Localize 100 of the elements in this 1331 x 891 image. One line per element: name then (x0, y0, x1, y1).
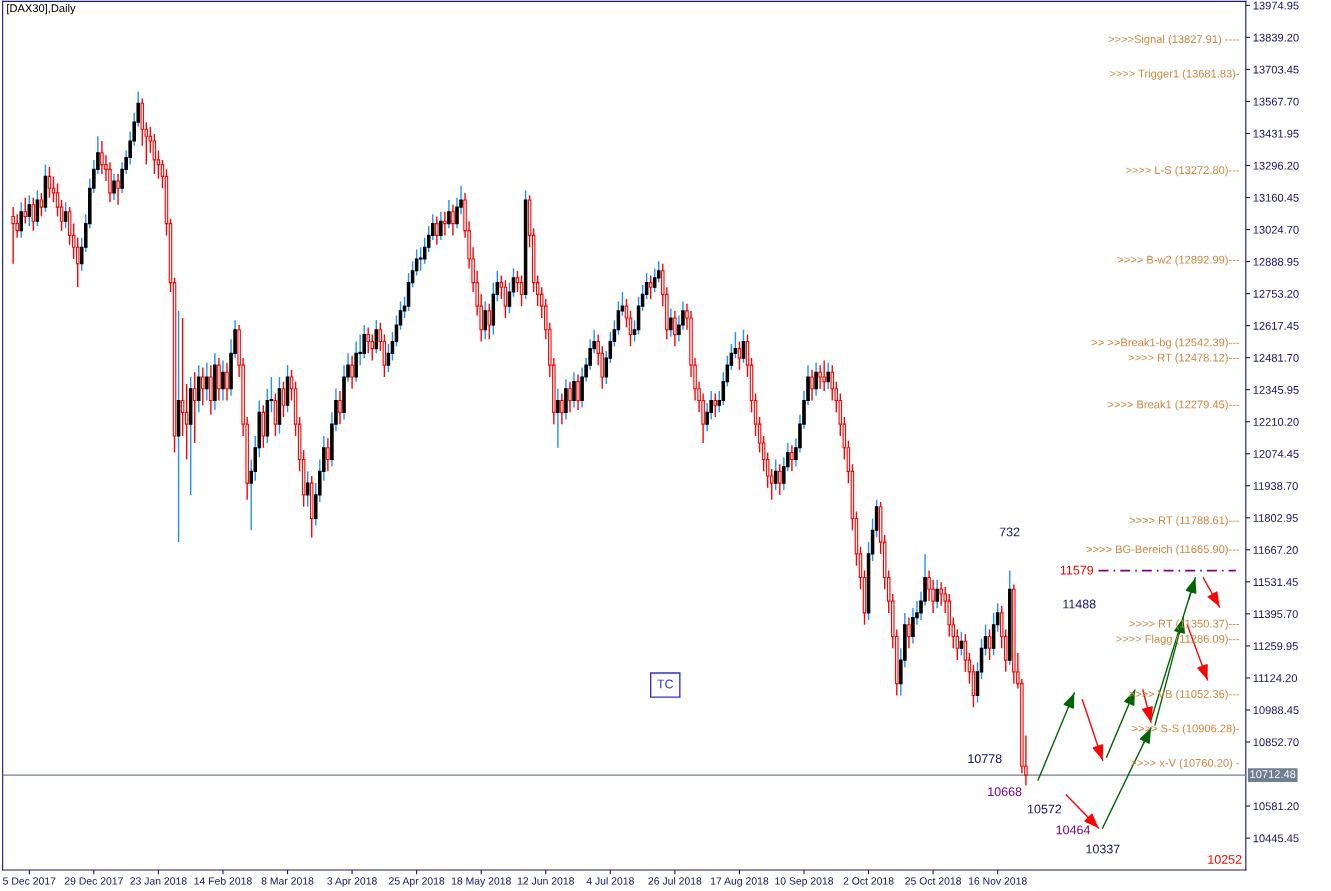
x-tick-label: 26 Jul 2018 (648, 877, 702, 885)
x-tick-label: 10 Sep 2018 (775, 877, 834, 887)
x-tick-label: 25 Oct 2018 (905, 877, 962, 885)
candlestick (11, 206, 15, 265)
candlestick (116, 173, 120, 206)
x-tick-label: 8 Mar 2018 (261, 877, 314, 885)
candlestick (713, 392, 717, 418)
candlestick (830, 364, 835, 402)
y-tick-label: 12345.95 (1253, 385, 1299, 394)
candlestick (483, 300, 488, 340)
candlestick (184, 383, 189, 461)
x-tick-label: 4 Jul 2018 (586, 877, 634, 885)
y-tick-label: 12617.45 (1253, 321, 1299, 330)
candlestick (261, 404, 266, 449)
y-tick-label: 13839.20 (1253, 33, 1299, 42)
candlestick (63, 201, 68, 230)
candlestick (814, 362, 818, 397)
y-tick-label: 12074.45 (1253, 450, 1299, 458)
y-tick-label: 12753.20 (1253, 289, 1299, 298)
candlestick (112, 173, 116, 201)
candlestick (773, 458, 778, 491)
candlestick (338, 390, 342, 425)
x-tick-label: 3 Apr 2018 (327, 877, 377, 887)
x-tick-label: 2 Oct 2018 (843, 877, 894, 885)
candlestick (826, 362, 830, 390)
candlestick (515, 270, 520, 293)
candlestick (447, 199, 451, 230)
y-tick-label: 10445.45 (1253, 834, 1299, 843)
y-tick-label: 13567.70 (1253, 97, 1299, 106)
annotation: 11488 (1063, 599, 1096, 609)
candlestick (39, 192, 44, 218)
y-tick-label: 13703.45 (1253, 65, 1299, 74)
candlestick (201, 366, 205, 406)
y-tick-label: 13296.20 (1253, 161, 1299, 170)
candlestick (572, 371, 576, 409)
x-tick-label: 25 Apr 2018 (389, 877, 445, 887)
y-tick-label: 13974.95 (1253, 1, 1299, 10)
candlestick (507, 281, 512, 314)
x-tick-label: 12 Jun 2018 (517, 877, 574, 885)
y-tick-label: 11667.20 (1253, 546, 1298, 554)
y-tick-label: 11938.70 (1253, 482, 1298, 490)
candlestick (576, 373, 580, 411)
annotation: >>>> BG-Bereich (11665.90)--- (1086, 544, 1240, 556)
annotation: 10572 (1028, 804, 1062, 814)
candlestick (822, 359, 826, 392)
y-tick-label: 11802.95 (1253, 514, 1298, 522)
x-tick-label: 17 Aug 2018 (710, 877, 769, 887)
annotation: 10778 (968, 754, 1002, 764)
y-tick-label: 13024.70 (1253, 225, 1299, 234)
annotation: >>>> Break1 (12279.45)--- (1107, 400, 1240, 411)
candlestick (435, 215, 439, 246)
x-tick-label: 18 May 2018 (451, 877, 511, 887)
x-tick-label: 23 Jan 2018 (130, 877, 187, 885)
y-tick-label: 11124.20 (1253, 674, 1298, 683)
chart-title: [DAX30],Daily (7, 3, 76, 15)
candlestick (959, 631, 964, 657)
y-tick-label: 13160.45 (1253, 193, 1299, 202)
annotation: 732 (999, 527, 1020, 537)
annotation: >>>> RT (12478.12)--- (1128, 353, 1240, 364)
candlestick (648, 274, 653, 300)
candlestick (443, 211, 447, 237)
candlestick (669, 307, 673, 338)
candlestick (656, 260, 661, 284)
candlestick (778, 463, 782, 496)
annotation: 10464 (1056, 825, 1091, 835)
x-tick-label: 29 Dec 2017 (64, 877, 123, 885)
candlestick (737, 340, 742, 371)
candlestick (209, 364, 213, 416)
annotation: 10337 (1086, 844, 1120, 854)
y-tick-label: 10581.20 (1253, 802, 1299, 811)
y-tick-label: 12210.20 (1253, 418, 1299, 426)
candlestick (51, 175, 56, 204)
candlestick (326, 437, 330, 473)
candlestick (451, 204, 455, 237)
candlestick (152, 133, 157, 175)
y-tick-label: 11531.45 (1253, 578, 1298, 587)
y-tick-label: 10988.45 (1253, 706, 1299, 715)
annotation: TC (657, 679, 674, 689)
candlestick (818, 364, 822, 390)
candlestick (305, 470, 310, 508)
candlestick (205, 362, 209, 402)
candlestick (217, 357, 221, 402)
x-tick-label: 16 Nov 2018 (968, 877, 1027, 885)
candlestick (27, 194, 32, 227)
candlestick (439, 211, 443, 241)
candlestick (221, 359, 225, 402)
annotation: >>>> RT (11788.61)--- (1129, 516, 1240, 527)
annotation: 10252 (1208, 855, 1242, 864)
candlestick (196, 364, 201, 414)
annotation: 10668 (988, 787, 1022, 797)
y-tick-label: 11259.95 (1253, 642, 1298, 651)
annotation: >>>> L-S (13272.80)--- (1125, 165, 1240, 177)
candlestick (192, 371, 197, 444)
y-tick-label: 10852.70 (1253, 738, 1299, 747)
candlestick (31, 196, 36, 232)
candlestick (225, 362, 229, 402)
y-tick-label: 12481.70 (1253, 353, 1299, 362)
annotation: >>>>Signal (13827.91) ---- (1108, 34, 1240, 46)
x-tick-label: 14 Feb 2018 (194, 877, 252, 885)
candlestick (935, 579, 939, 609)
